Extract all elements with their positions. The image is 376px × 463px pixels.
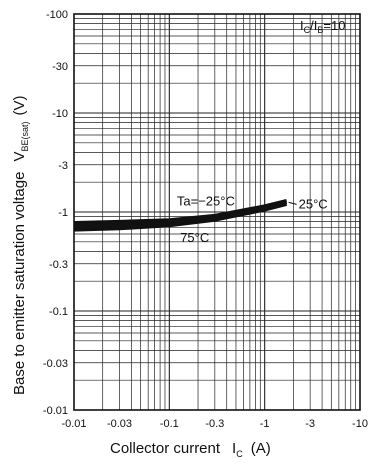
grid — [74, 14, 360, 410]
y-tick-label: -30 — [52, 61, 68, 73]
y-axis-title: Base to emitter saturation voltageVBE(sa… — [11, 96, 30, 396]
y-tick-label: -0.1 — [49, 306, 68, 318]
y-tick-label: -0.03 — [43, 358, 68, 370]
y-tick-label: -0.01 — [43, 405, 68, 417]
y-tick-label: -1 — [58, 207, 68, 219]
x-tick-label: -0.1 — [160, 418, 179, 430]
x-tick-label: -10 — [352, 418, 368, 430]
annotation-leader — [288, 201, 297, 205]
x-axis-title: Collector current IC (A) — [110, 440, 271, 459]
x-tick-label: -0.01 — [61, 418, 86, 430]
x-tick-label: -1 — [260, 418, 270, 430]
condition-label: IC/IB=10 — [300, 18, 345, 35]
x-tick-label: -3 — [305, 418, 315, 430]
annotations: Ta=−25°C 25°C 75°C — [177, 194, 328, 245]
x-tick-label: -0.03 — [107, 418, 132, 430]
annotation-75c: 75°C — [180, 230, 209, 245]
annotation-25c: 25°C — [299, 196, 328, 211]
annotation-ta-minus25: Ta=−25°C — [177, 194, 235, 209]
x-tick-label: -0.3 — [205, 418, 224, 430]
y-tick-labels: -0.01 -0.03 -0.1 -0.3 -1 -3 -10 -30 -100 — [43, 9, 68, 417]
y-tick-label: -100 — [46, 9, 68, 21]
series — [73, 199, 288, 232]
series-band — [74, 200, 287, 230]
x-tick-labels: -0.01 -0.03 -0.1 -0.3 -1 -3 -10 — [61, 418, 367, 430]
y-tick-label: -10 — [52, 108, 68, 120]
y-tick-label: -3 — [58, 160, 68, 172]
y-tick-label: -0.3 — [49, 259, 68, 271]
plot-frame — [73, 13, 361, 411]
